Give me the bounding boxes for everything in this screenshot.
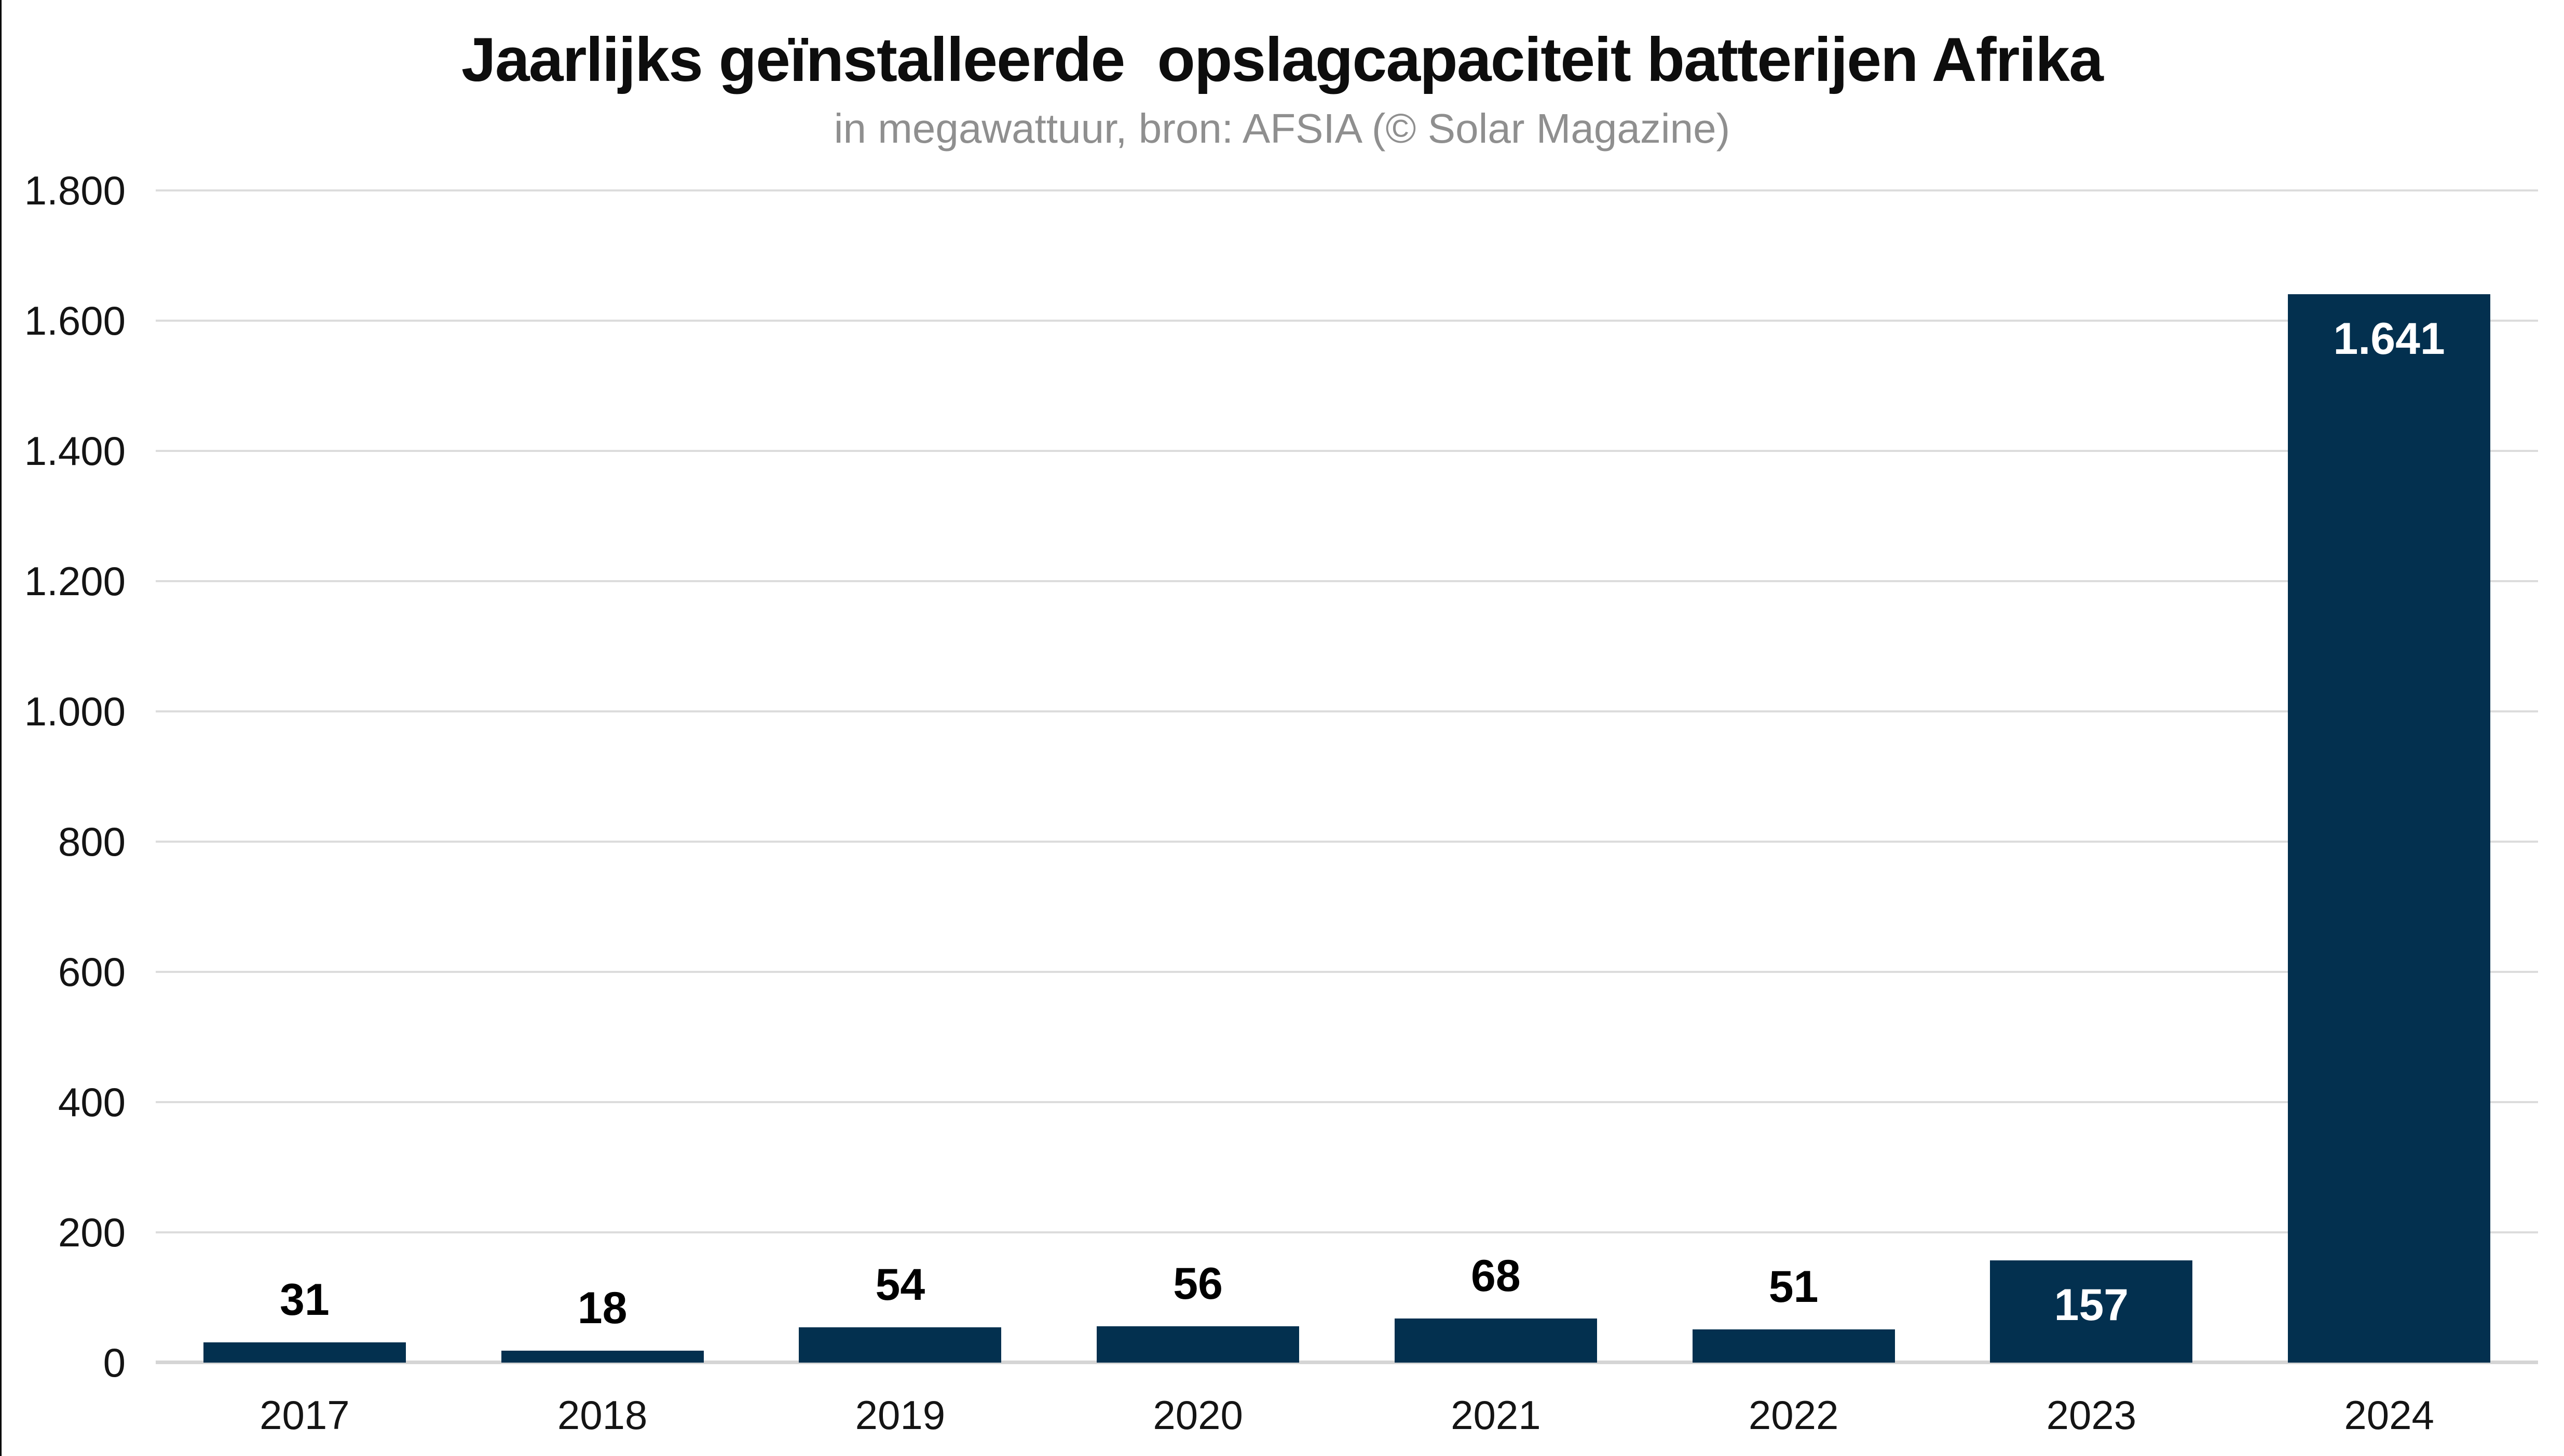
gridline: [156, 971, 2538, 973]
x-tick-label: 2023: [2046, 1392, 2137, 1438]
bar: [1692, 1329, 1895, 1363]
x-tick-label: 2019: [855, 1392, 946, 1438]
y-tick-label: 600: [58, 949, 126, 995]
bar: [1097, 1326, 1300, 1363]
bar: [2288, 294, 2491, 1363]
bar: [799, 1327, 1002, 1363]
y-tick-label: 800: [58, 819, 126, 864]
bar: [1394, 1318, 1597, 1363]
y-tick-label: 200: [58, 1210, 126, 1255]
gridline: [156, 189, 2538, 191]
y-tick-label: 1.200: [24, 558, 126, 604]
gridline: [156, 580, 2538, 582]
bar-value-label: 18: [577, 1283, 628, 1333]
x-tick-label: 2017: [260, 1392, 350, 1438]
bar-value-label: 56: [1173, 1259, 1223, 1309]
bar-value-label: 1.641: [2333, 314, 2445, 364]
gridline: [156, 841, 2538, 843]
y-tick-label: 400: [58, 1079, 126, 1125]
y-tick-label: 1.600: [24, 298, 126, 344]
gridline: [156, 320, 2538, 322]
bar: [501, 1351, 704, 1363]
x-tick-label: 2020: [1153, 1392, 1243, 1438]
x-tick-label: 2021: [1451, 1392, 1541, 1438]
bar-value-label: 157: [2054, 1280, 2129, 1330]
y-tick-label: 1.800: [24, 168, 126, 213]
bar-value-label: 54: [875, 1260, 925, 1310]
x-tick-label: 2018: [557, 1392, 648, 1438]
y-tick-label: 1.400: [24, 428, 126, 474]
y-tick-label: 0: [103, 1340, 126, 1385]
bar: [1990, 1260, 2193, 1363]
y-tick-label: 1.000: [24, 689, 126, 734]
x-tick-label: 2024: [2344, 1392, 2434, 1438]
chart-subtitle: in megawattuur, bron: AFSIA (© Solar Mag…: [834, 105, 1730, 152]
x-tick-label: 2022: [1748, 1392, 1839, 1438]
bar-value-label: 31: [280, 1275, 330, 1325]
bar: [203, 1342, 406, 1363]
x-axis-line: [156, 1361, 2538, 1364]
bar-value-label: 51: [1768, 1262, 1819, 1312]
gridline: [156, 710, 2538, 712]
bar-value-label: 68: [1471, 1251, 1521, 1301]
image-left-border-line: [0, 0, 2, 1456]
gridline: [156, 1101, 2538, 1103]
chart-title: Jaarlijks geïnstalleerde opslagcapacitei…: [461, 25, 2104, 94]
gridline: [156, 450, 2538, 452]
gridline: [156, 1231, 2538, 1233]
